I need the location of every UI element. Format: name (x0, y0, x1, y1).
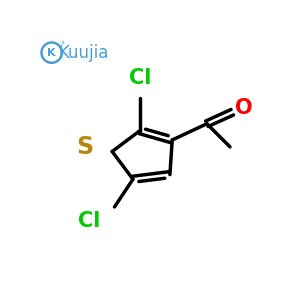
Text: O: O (235, 98, 253, 118)
Text: S: S (76, 135, 93, 159)
Text: K: K (47, 48, 56, 58)
Text: Cl: Cl (78, 211, 100, 231)
Text: Kuujia: Kuujia (58, 44, 109, 62)
Text: °: ° (60, 41, 64, 50)
Text: Cl: Cl (129, 68, 151, 88)
